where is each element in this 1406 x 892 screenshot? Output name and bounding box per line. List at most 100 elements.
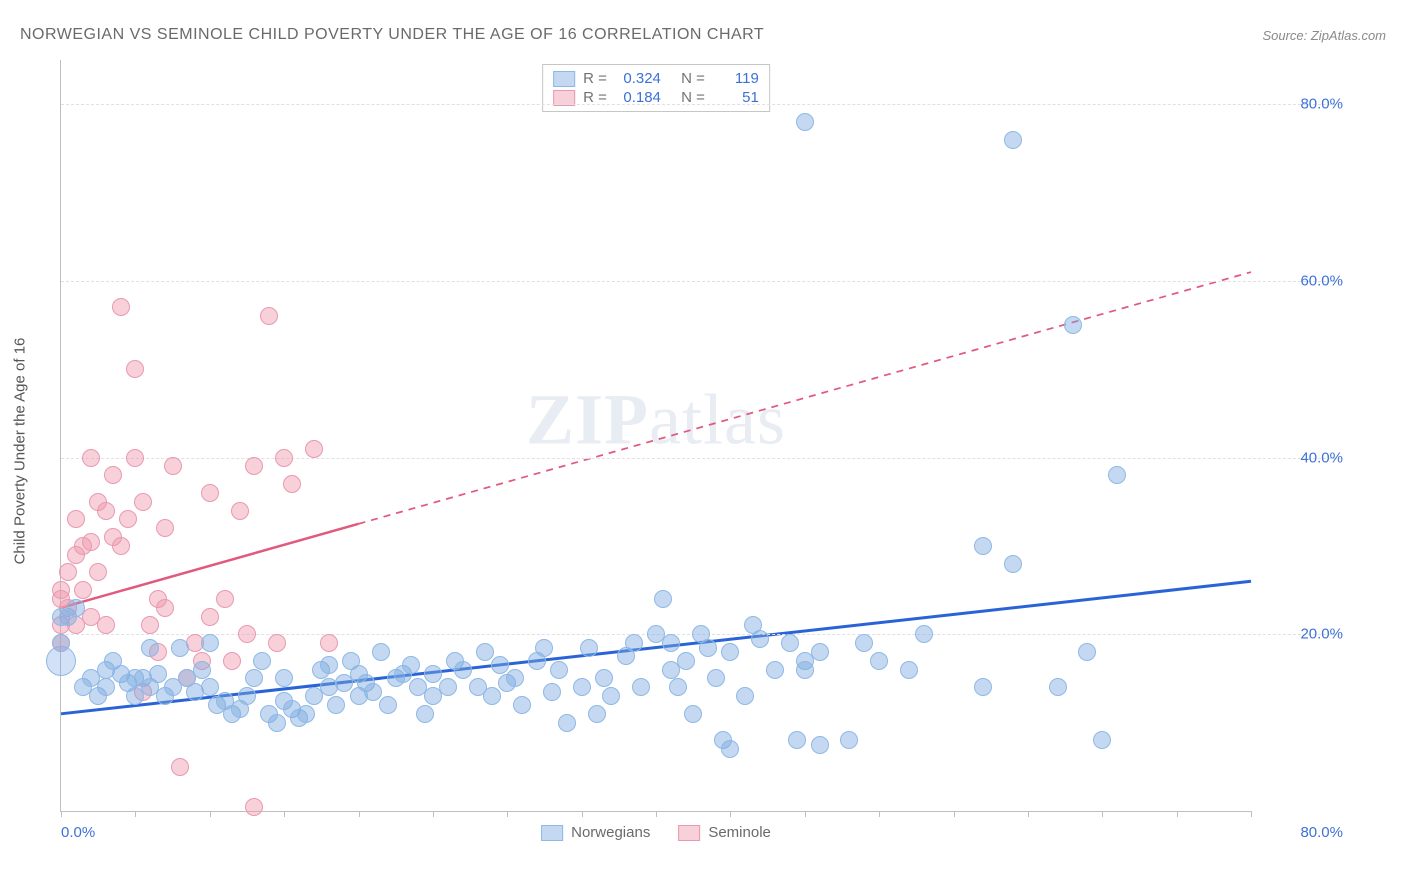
legend-r-value-0: 0.324 [615,70,661,87]
scatter-point [558,714,576,732]
scatter-point [171,639,189,657]
plot-area: ZIPatlas R = 0.324 N = 119 R = 0.184 N =… [60,60,1251,812]
legend-item-1: Seminole [678,824,771,841]
legend-bottom-label-1: Seminole [708,824,771,841]
legend-bottom-swatch-0 [541,825,563,841]
scatter-point [59,563,77,581]
scatter-point [788,731,806,749]
scatter-point [483,687,501,705]
scatter-point [156,519,174,537]
scatter-point [119,510,137,528]
scatter-point [855,634,873,652]
scatter-point [372,643,390,661]
legend-bottom-label-0: Norwegians [571,824,650,841]
scatter-point [1093,731,1111,749]
scatter-point [721,740,739,758]
scatter-point [89,563,107,581]
legend-item-0: Norwegians [541,824,650,841]
scatter-point [684,705,702,723]
scatter-point [543,683,561,701]
gridline-h [61,281,1341,282]
scatter-point [134,493,152,511]
scatter-point [1004,555,1022,573]
x-tick [1028,811,1029,817]
scatter-point [595,669,613,687]
x-tick [61,811,62,817]
scatter-point [416,705,434,723]
scatter-point [320,634,338,652]
scatter-point [1078,643,1096,661]
scatter-point [915,625,933,643]
y-tick-label: 40.0% [1300,449,1343,466]
scatter-point [305,440,323,458]
x-axis-min-label: 0.0% [61,824,95,841]
watermark: ZIPatlas [526,379,786,462]
scatter-point [513,696,531,714]
watermark-zip: ZIP [526,380,649,460]
scatter-point [245,457,263,475]
x-tick [433,811,434,817]
legend-n-label-0: N = [681,70,705,87]
scatter-point [275,669,293,687]
scatter-point [1004,131,1022,149]
scatter-point [201,484,219,502]
scatter-point [580,639,598,657]
scatter-point [82,449,100,467]
legend-bottom-swatch-1 [678,825,700,841]
y-axis-label: Child Poverty Under the Age of 16 [12,338,29,565]
scatter-point [454,661,472,679]
scatter-point [840,731,858,749]
x-tick [1177,811,1178,817]
scatter-point [751,630,769,648]
scatter-point [74,581,92,599]
scatter-point [164,457,182,475]
scatter-point [811,643,829,661]
x-tick [730,811,731,817]
scatter-point [245,669,263,687]
scatter-point [97,616,115,634]
x-tick [210,811,211,817]
scatter-point [52,634,70,652]
scatter-point [588,705,606,723]
legend-swatch-1 [553,90,575,106]
scatter-point [82,533,100,551]
scatter-point [379,696,397,714]
scatter-point [327,696,345,714]
scatter-point [677,652,695,670]
scatter-point [141,639,159,657]
scatter-point [231,502,249,520]
scatter-point [974,537,992,555]
scatter-point [1049,678,1067,696]
x-tick [582,811,583,817]
scatter-point [699,639,717,657]
header-bar: NORWEGIAN VS SEMINOLE CHILD POVERTY UNDE… [20,20,1386,50]
scatter-point [654,590,672,608]
x-tick [284,811,285,817]
scatter-point [669,678,687,696]
x-tick [954,811,955,817]
scatter-point [766,661,784,679]
scatter-point [156,599,174,617]
scatter-point [149,665,167,683]
scatter-point [781,634,799,652]
scatter-point [796,661,814,679]
scatter-point [104,466,122,484]
legend-r-label-0: R = [583,70,607,87]
legend-n-value-0: 119 [713,70,759,87]
scatter-point [97,678,115,696]
scatter-point [721,643,739,661]
scatter-point [320,656,338,674]
scatter-point [52,581,70,599]
gridline-h [61,104,1341,105]
x-tick [135,811,136,817]
scatter-point [707,669,725,687]
x-tick [507,811,508,817]
scatter-point [216,590,234,608]
scatter-point [238,625,256,643]
x-tick [1102,811,1103,817]
scatter-point [112,298,130,316]
scatter-point [625,634,643,652]
scatter-point [796,113,814,131]
scatter-point [662,634,680,652]
scatter-point [283,475,301,493]
